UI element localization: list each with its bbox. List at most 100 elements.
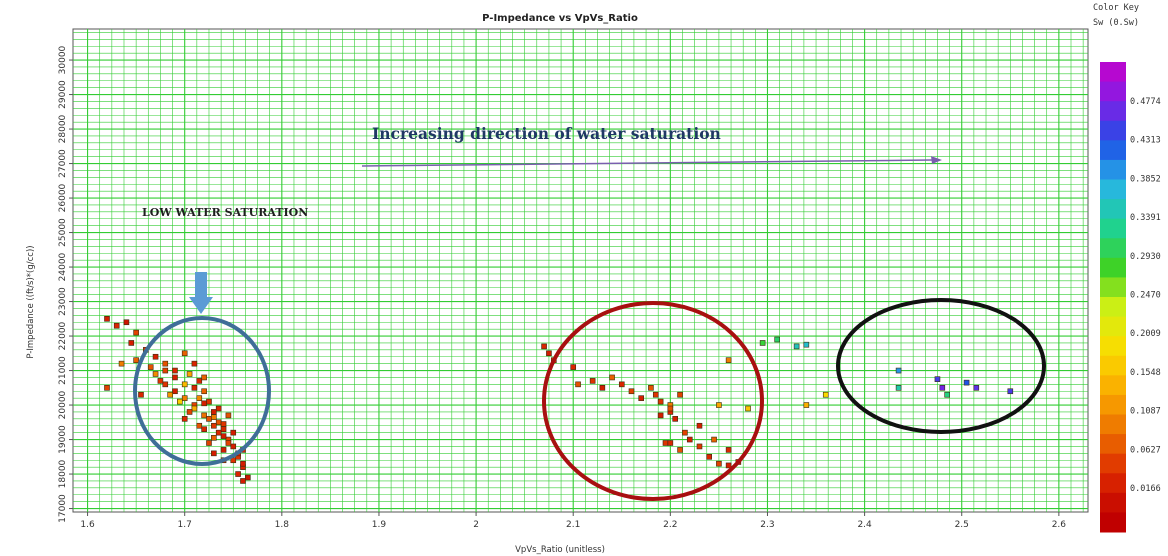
y-tick-label: 30000 xyxy=(58,45,68,74)
data-point xyxy=(211,409,217,415)
data-point xyxy=(128,340,135,346)
data-point xyxy=(225,440,232,446)
data-point xyxy=(211,422,217,429)
color-key-band xyxy=(1100,81,1126,102)
data-point xyxy=(963,379,970,386)
color-key-band xyxy=(1100,218,1126,239)
data-point xyxy=(201,388,207,395)
data-point xyxy=(725,462,732,469)
data-point xyxy=(245,474,251,481)
y-tick-label: 20000 xyxy=(58,390,68,419)
data-point xyxy=(725,357,732,364)
color-key-band xyxy=(1100,512,1126,533)
plot-area: 1.6 1.7 1.8 1.9 2 2.1 2.2 2.3 2.4 2.5 2.6 17000 180… xyxy=(58,28,1089,530)
y-tick-label: 27000 xyxy=(58,149,68,178)
data-point xyxy=(152,371,159,377)
data-point xyxy=(157,378,164,384)
color-key-legend: Color Key Sw (0.Sw) 0.47740.43130.38520.… xyxy=(1093,3,1161,533)
color-key-band xyxy=(1100,159,1126,180)
color-key-band xyxy=(1100,101,1126,122)
data-point xyxy=(667,440,674,446)
data-points xyxy=(104,315,1014,484)
y-tick-label: 19000 xyxy=(58,425,68,454)
data-point xyxy=(706,453,712,460)
x-axis-label: VpVs_Ratio (unitless) xyxy=(515,545,605,555)
data-point xyxy=(215,429,222,436)
color-key-band xyxy=(1100,140,1126,161)
data-point xyxy=(172,374,178,381)
color-key-band xyxy=(1100,414,1126,435)
x-tick-label: 2 xyxy=(473,520,479,530)
color-key-band xyxy=(1100,199,1126,220)
data-point xyxy=(196,378,203,384)
data-point xyxy=(648,384,654,391)
data-point xyxy=(147,364,154,370)
data-point xyxy=(662,440,669,446)
data-point xyxy=(696,422,703,429)
data-point xyxy=(181,416,188,422)
x-axis-ticks: 1.6 1.7 1.8 1.9 2 2.1 2.2 2.3 2.4 2.5 2.6 xyxy=(80,512,1066,530)
color-key-label: 0.3852 xyxy=(1130,174,1161,184)
data-point xyxy=(181,381,188,388)
data-point xyxy=(220,421,227,427)
data-point xyxy=(652,391,659,398)
data-point xyxy=(934,376,941,382)
data-point xyxy=(672,416,679,422)
x-tick-label: 1.6 xyxy=(80,520,95,530)
color-key-label: 0.1548 xyxy=(1130,368,1161,378)
color-key-band xyxy=(1100,355,1126,376)
color-key-subtitle: Sw (0.Sw) xyxy=(1093,18,1139,28)
color-key-label: 0.4313 xyxy=(1130,136,1161,146)
x-tick-label: 2.2 xyxy=(663,520,677,530)
y-tick-label: 18000 xyxy=(58,459,68,488)
data-point xyxy=(104,315,110,322)
y-tick-label: 25000 xyxy=(58,218,68,247)
color-key-title: Color Key xyxy=(1093,3,1139,13)
data-point xyxy=(138,391,144,398)
data-point xyxy=(181,350,188,357)
data-point xyxy=(133,329,139,336)
color-key-band xyxy=(1100,434,1126,455)
data-point xyxy=(162,360,169,367)
data-point xyxy=(104,384,110,391)
color-key-bar xyxy=(1100,62,1126,533)
color-key-band xyxy=(1100,257,1126,278)
data-point xyxy=(657,412,664,419)
data-point xyxy=(895,384,902,391)
color-key-label: 0.3391 xyxy=(1130,213,1161,223)
data-point xyxy=(220,426,227,433)
data-point xyxy=(123,319,130,326)
direction-annotation: Increasing direction of water saturation xyxy=(372,124,721,143)
data-point xyxy=(546,350,552,357)
color-key-band xyxy=(1100,120,1126,141)
color-key-band xyxy=(1100,336,1126,357)
data-point xyxy=(167,391,173,398)
data-point xyxy=(191,405,198,412)
color-key-band xyxy=(1100,453,1126,474)
data-point xyxy=(235,471,241,477)
data-point xyxy=(973,384,980,391)
data-point xyxy=(1007,388,1014,395)
data-point xyxy=(220,447,227,453)
y-tick-label: 17000 xyxy=(58,494,68,523)
data-point xyxy=(211,450,217,457)
data-point xyxy=(220,433,227,439)
data-point xyxy=(657,398,664,405)
data-point xyxy=(152,353,159,360)
data-point xyxy=(716,460,722,467)
data-point xyxy=(206,398,212,405)
data-point xyxy=(575,381,581,388)
data-point xyxy=(118,360,125,367)
data-point xyxy=(589,378,596,384)
data-point xyxy=(211,414,217,420)
data-point xyxy=(191,384,198,391)
data-point xyxy=(133,357,139,364)
y-tick-label: 24000 xyxy=(58,252,68,281)
down-arrow-icon xyxy=(189,272,213,314)
data-point xyxy=(774,336,780,343)
color-key-label: 0.1087 xyxy=(1130,407,1161,417)
data-point xyxy=(172,367,178,374)
color-key-label: 0.2009 xyxy=(1130,329,1161,339)
data-point xyxy=(759,340,766,346)
